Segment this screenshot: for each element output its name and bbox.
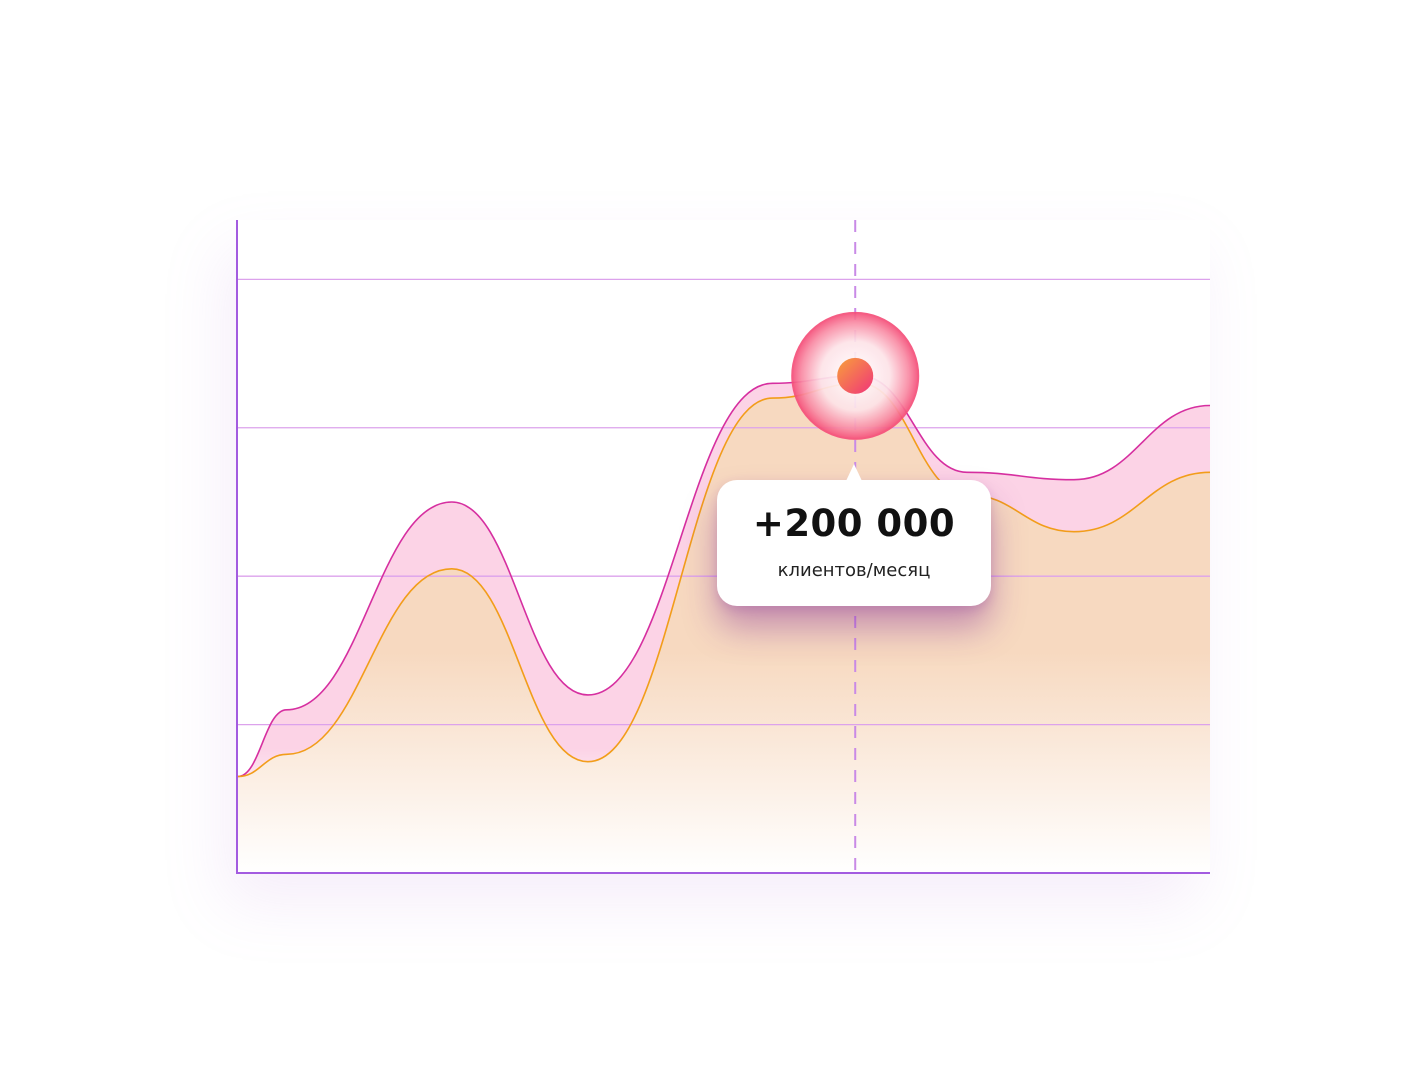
tooltip-value: +200 000	[752, 502, 956, 545]
tooltip-unit: клиентов/месяц	[777, 560, 931, 581]
highlight-marker-dot	[837, 357, 874, 394]
series-1-line	[237, 374, 1210, 778]
series-2-line	[237, 382, 1210, 778]
value-tooltip: +200 000 клиентов/месяц	[717, 464, 991, 606]
